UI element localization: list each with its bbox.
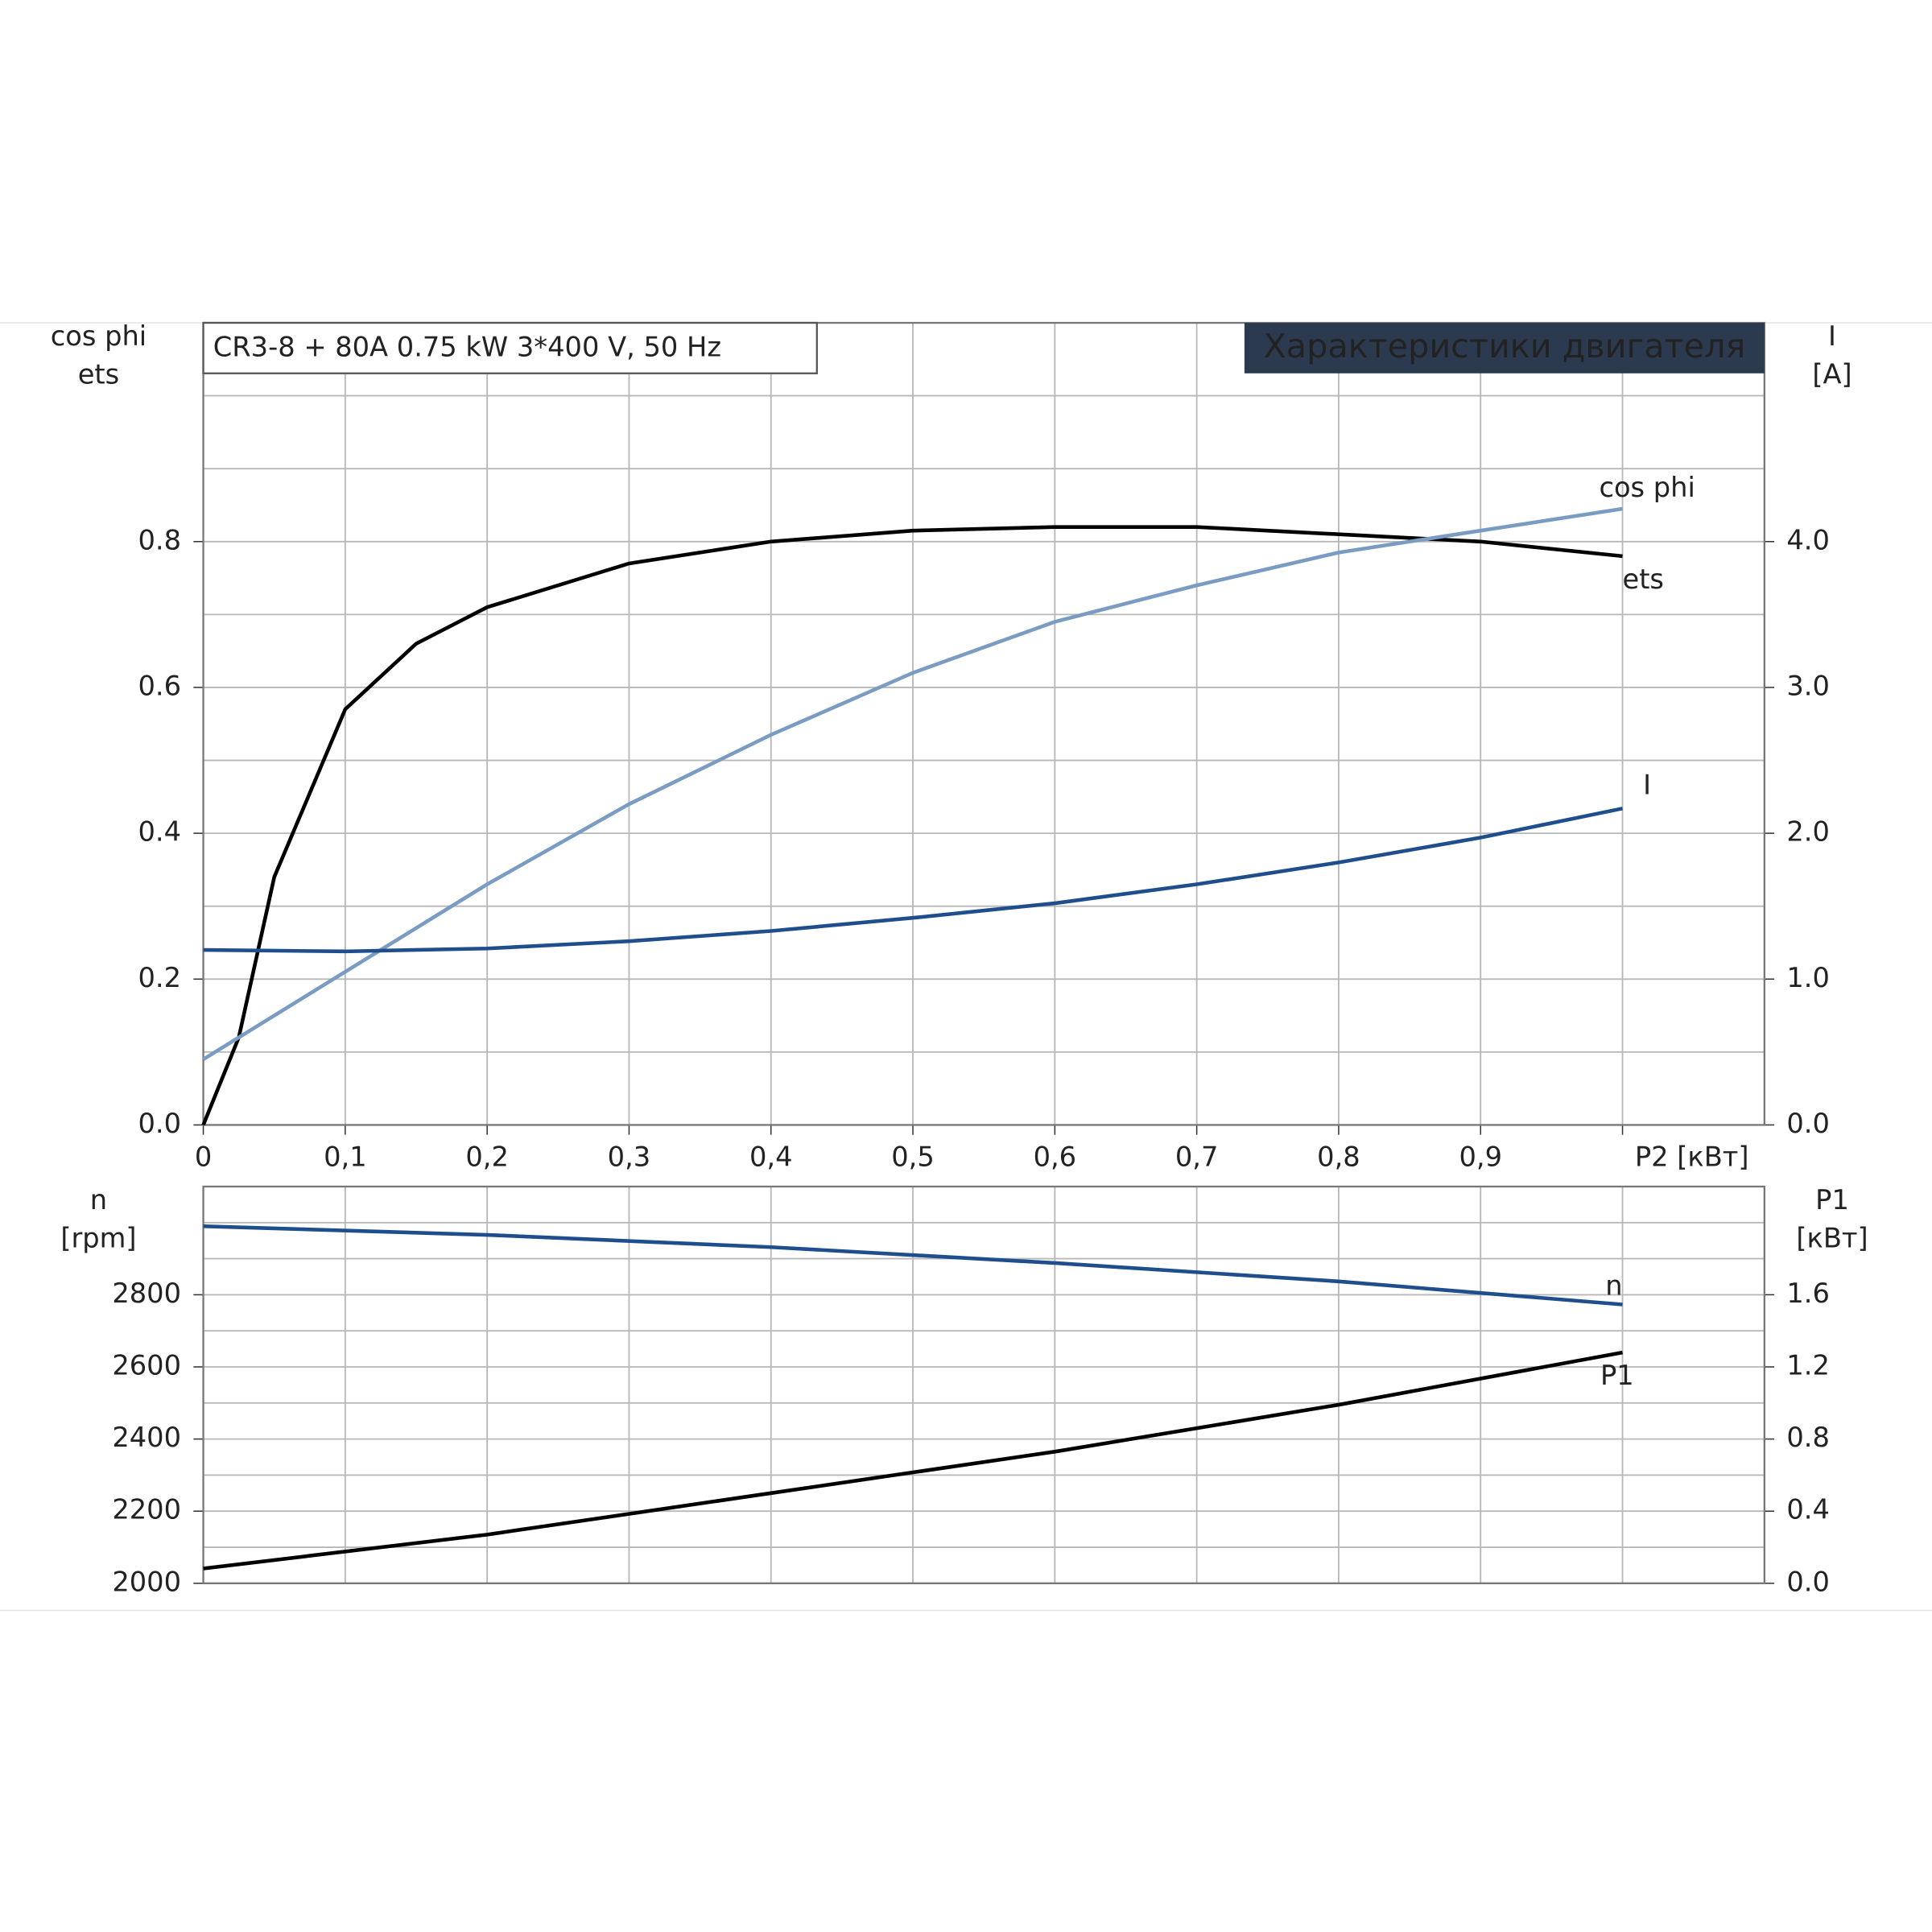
- x-tick-label: 0,3: [608, 1141, 651, 1172]
- subtitle-box: [1244, 323, 1765, 374]
- title-box: [202, 321, 818, 374]
- y-tick-label: 0.2: [138, 962, 181, 993]
- plot-area: [202, 1186, 1765, 1584]
- series-label: I: [1643, 769, 1651, 800]
- plot-area: [202, 322, 1765, 1126]
- chart-subtitle: Характеристики двигателя: [1264, 327, 1746, 365]
- y2-tick-label: 3.0: [1786, 670, 1830, 701]
- x-tick-label: P2 [кВт]: [1635, 1141, 1749, 1172]
- x-tick-label: 0,2: [465, 1141, 509, 1172]
- y-tick-label: 0.4: [138, 816, 181, 848]
- y2-tick-label: 0.0: [1786, 1566, 1830, 1597]
- y-tick-label: 2600: [112, 1350, 181, 1381]
- x-tick-label: 0,8: [1317, 1141, 1360, 1172]
- y-axis-label: [rpm]: [60, 1222, 136, 1253]
- y2-tick-label: 1.0: [1786, 962, 1830, 993]
- y-tick-label: 0.6: [138, 670, 181, 701]
- x-tick-label: 0: [195, 1141, 212, 1172]
- y2-tick-label: 2.0: [1786, 816, 1830, 848]
- series-label: n: [1605, 1270, 1622, 1302]
- series-line: [202, 506, 1623, 1061]
- y-tick-label: 2800: [112, 1278, 181, 1309]
- y2-tick-label: 1.6: [1786, 1278, 1830, 1309]
- y-axis-label: cos phi: [51, 320, 147, 352]
- series-label: P1: [1600, 1360, 1634, 1391]
- y2-tick-label: 0.0: [1786, 1108, 1830, 1139]
- series-line: [203, 1224, 1623, 1307]
- y-tick-label: 2200: [112, 1494, 181, 1525]
- chart-title: CR3-8 + 80A 0.75 kW 3*400 V, 50 Hz: [213, 332, 721, 363]
- y2-axis-label: P1: [1815, 1184, 1849, 1216]
- series-label: cos phi: [1599, 472, 1695, 503]
- x-tick-label: 0,7: [1175, 1141, 1219, 1172]
- y2-tick-label: 0.4: [1786, 1494, 1830, 1525]
- y2-tick-label: 4.0: [1786, 524, 1830, 555]
- series-label: ets: [1623, 564, 1664, 595]
- series-line: [203, 1350, 1623, 1571]
- y-tick-label: 0.8: [138, 524, 181, 555]
- y-tick-label: 2400: [112, 1422, 181, 1453]
- y-tick-label: 0.0: [138, 1108, 181, 1139]
- y2-tick-label: 1.2: [1786, 1350, 1830, 1381]
- x-tick-label: 0,4: [749, 1141, 793, 1172]
- y2-axis-label: [кВт]: [1796, 1222, 1868, 1253]
- series-line: [203, 807, 1624, 954]
- x-tick-label: 0,5: [891, 1141, 935, 1172]
- y2-axis-label: I: [1828, 320, 1836, 352]
- y2-axis-label: [A]: [1812, 358, 1852, 390]
- plot-frame: [202, 321, 1765, 1126]
- y-axis-label: n: [90, 1184, 107, 1216]
- x-tick-label: 0,1: [324, 1141, 367, 1172]
- plot-frame: [202, 1185, 1765, 1584]
- y-axis-label: ets: [78, 358, 119, 390]
- x-tick-label: 0,9: [1459, 1141, 1502, 1172]
- x-tick-label: 0,6: [1034, 1141, 1077, 1172]
- y2-tick-label: 0.8: [1786, 1422, 1830, 1453]
- series-line: [201, 525, 1623, 1126]
- y-tick-label: 2000: [112, 1566, 181, 1597]
